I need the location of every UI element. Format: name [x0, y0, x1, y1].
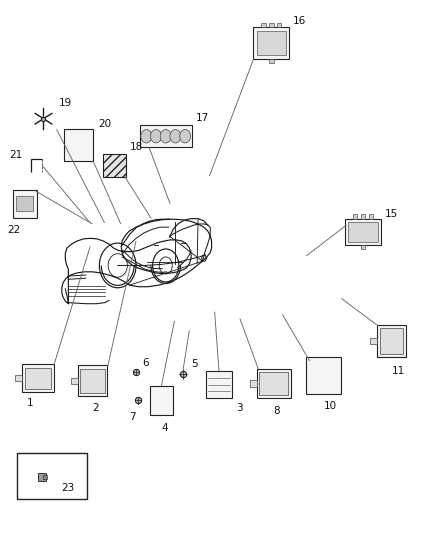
Bar — [269, 23, 274, 27]
Text: 1: 1 — [27, 398, 33, 408]
Bar — [71, 377, 78, 384]
Circle shape — [141, 130, 152, 143]
Text: 8: 8 — [274, 406, 280, 416]
Bar — [17, 453, 87, 499]
Bar — [380, 328, 403, 354]
Bar — [361, 214, 365, 219]
Circle shape — [151, 130, 162, 143]
Text: 3: 3 — [237, 403, 243, 413]
Bar — [25, 368, 51, 389]
Text: 21: 21 — [9, 150, 22, 160]
Text: 6: 6 — [143, 358, 149, 368]
Bar — [150, 386, 173, 415]
Bar — [361, 245, 365, 249]
Text: 23: 23 — [61, 483, 74, 492]
Bar — [257, 369, 290, 398]
Text: 5: 5 — [191, 359, 198, 368]
Bar — [353, 214, 357, 219]
Text: 10: 10 — [324, 401, 337, 411]
Text: 11: 11 — [392, 367, 405, 376]
Bar — [377, 325, 406, 357]
Bar — [348, 222, 378, 241]
Bar — [78, 366, 107, 396]
Text: 19: 19 — [59, 98, 72, 108]
Text: 17: 17 — [196, 113, 209, 123]
Bar — [206, 371, 232, 398]
Bar — [22, 365, 53, 392]
Text: 22: 22 — [7, 225, 20, 235]
Circle shape — [160, 130, 171, 143]
Bar — [269, 59, 274, 63]
Bar — [259, 372, 288, 395]
Bar — [369, 214, 373, 219]
Text: 15: 15 — [385, 208, 398, 219]
Bar — [345, 219, 381, 245]
Bar — [250, 380, 257, 386]
Text: 4: 4 — [161, 423, 168, 433]
Bar — [261, 23, 266, 27]
Text: 2: 2 — [92, 403, 99, 413]
Bar — [13, 190, 37, 217]
Bar — [254, 27, 289, 59]
Text: 20: 20 — [98, 119, 111, 130]
Bar — [370, 338, 377, 344]
Bar — [16, 196, 33, 212]
Bar — [140, 125, 192, 148]
Circle shape — [170, 130, 181, 143]
Bar — [80, 368, 105, 393]
Circle shape — [180, 130, 191, 143]
Bar — [64, 130, 92, 161]
Bar — [277, 23, 282, 27]
Bar — [306, 358, 341, 393]
Bar — [257, 31, 286, 55]
Bar — [103, 154, 126, 177]
Text: 18: 18 — [130, 142, 143, 152]
Text: 7: 7 — [129, 412, 136, 422]
Bar — [15, 375, 22, 381]
Text: 16: 16 — [293, 16, 307, 26]
